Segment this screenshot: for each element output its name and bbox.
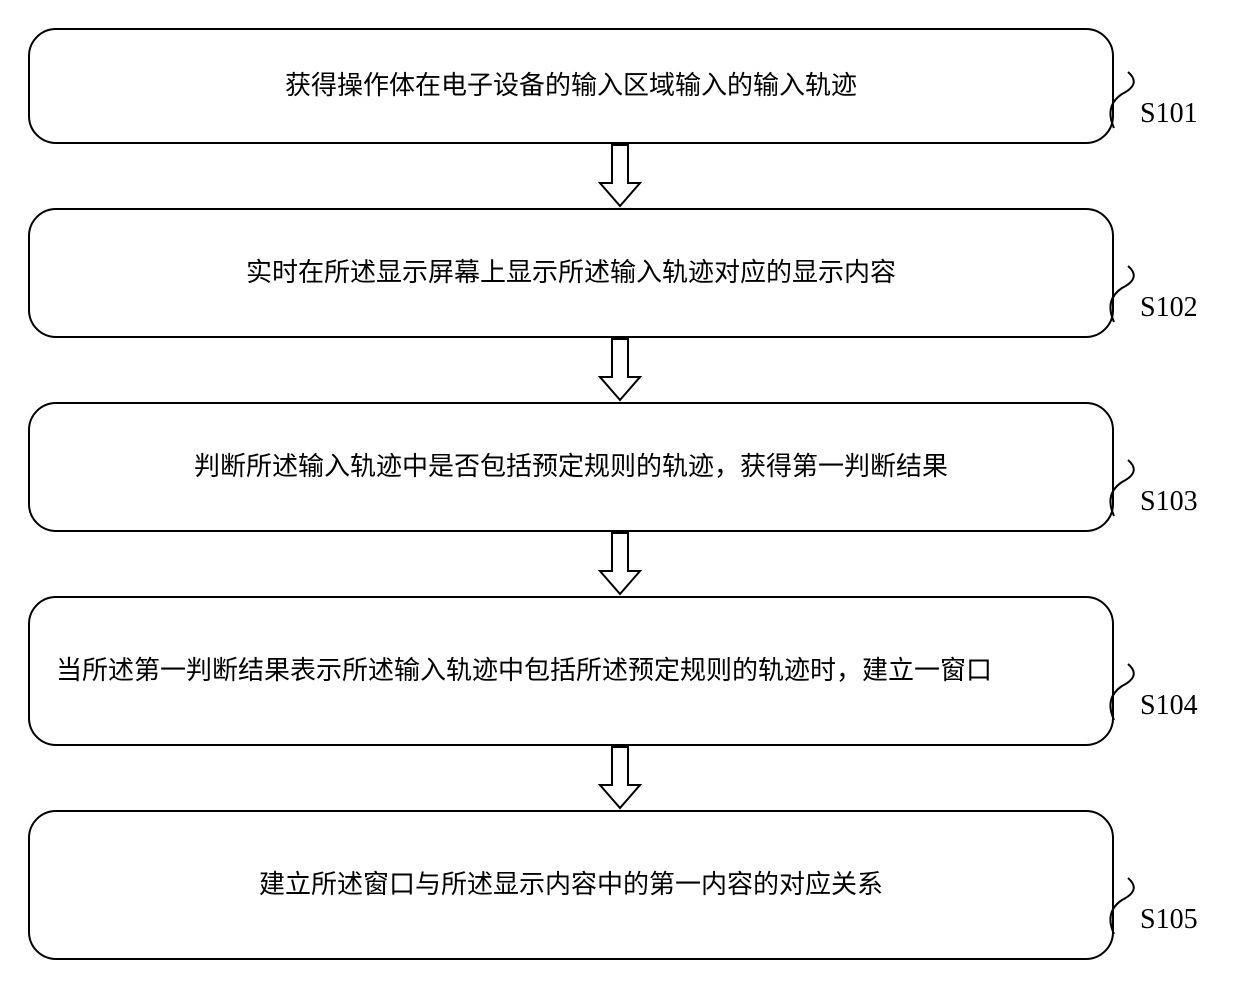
- flow-node-s102: 实时在所述显示屏幕上显示所述输入轨迹对应的显示内容: [28, 208, 1114, 338]
- flow-arrow: [598, 746, 642, 810]
- flow-node-text: 建立所述窗口与所述显示内容中的第一内容的对应关系: [259, 864, 883, 906]
- flow-node-s101: 获得操作体在电子设备的输入区域输入的输入轨迹: [28, 28, 1114, 144]
- step-label-s102: S102: [1140, 292, 1198, 324]
- step-label-s104: S104: [1140, 690, 1198, 722]
- flow-arrow: [598, 338, 642, 402]
- flow-arrow: [598, 532, 642, 596]
- step-label-s103: S103: [1140, 486, 1198, 518]
- flow-node-s104: 当所述第一判断结果表示所述输入轨迹中包括所述预定规则的轨迹时，建立一窗口: [28, 596, 1114, 746]
- step-label-s101: S101: [1140, 98, 1198, 130]
- flow-arrow: [598, 144, 642, 208]
- flow-node-s105: 建立所述窗口与所述显示内容中的第一内容的对应关系: [28, 810, 1114, 960]
- flow-node-text: 判断所述输入轨迹中是否包括预定规则的轨迹，获得第一判断结果: [194, 446, 948, 488]
- step-label-s105: S105: [1140, 904, 1198, 936]
- flow-node-text: 实时在所述显示屏幕上显示所述输入轨迹对应的显示内容: [246, 252, 896, 294]
- flow-node-text: 获得操作体在电子设备的输入区域输入的输入轨迹: [285, 65, 857, 107]
- flowchart-canvas: 获得操作体在电子设备的输入区域输入的输入轨迹 S101 实时在所述显示屏幕上显示…: [0, 0, 1240, 995]
- flow-node-text: 当所述第一判断结果表示所述输入轨迹中包括所述预定规则的轨迹时，建立一窗口: [56, 650, 992, 692]
- flow-node-s103: 判断所述输入轨迹中是否包括预定规则的轨迹，获得第一判断结果: [28, 402, 1114, 532]
